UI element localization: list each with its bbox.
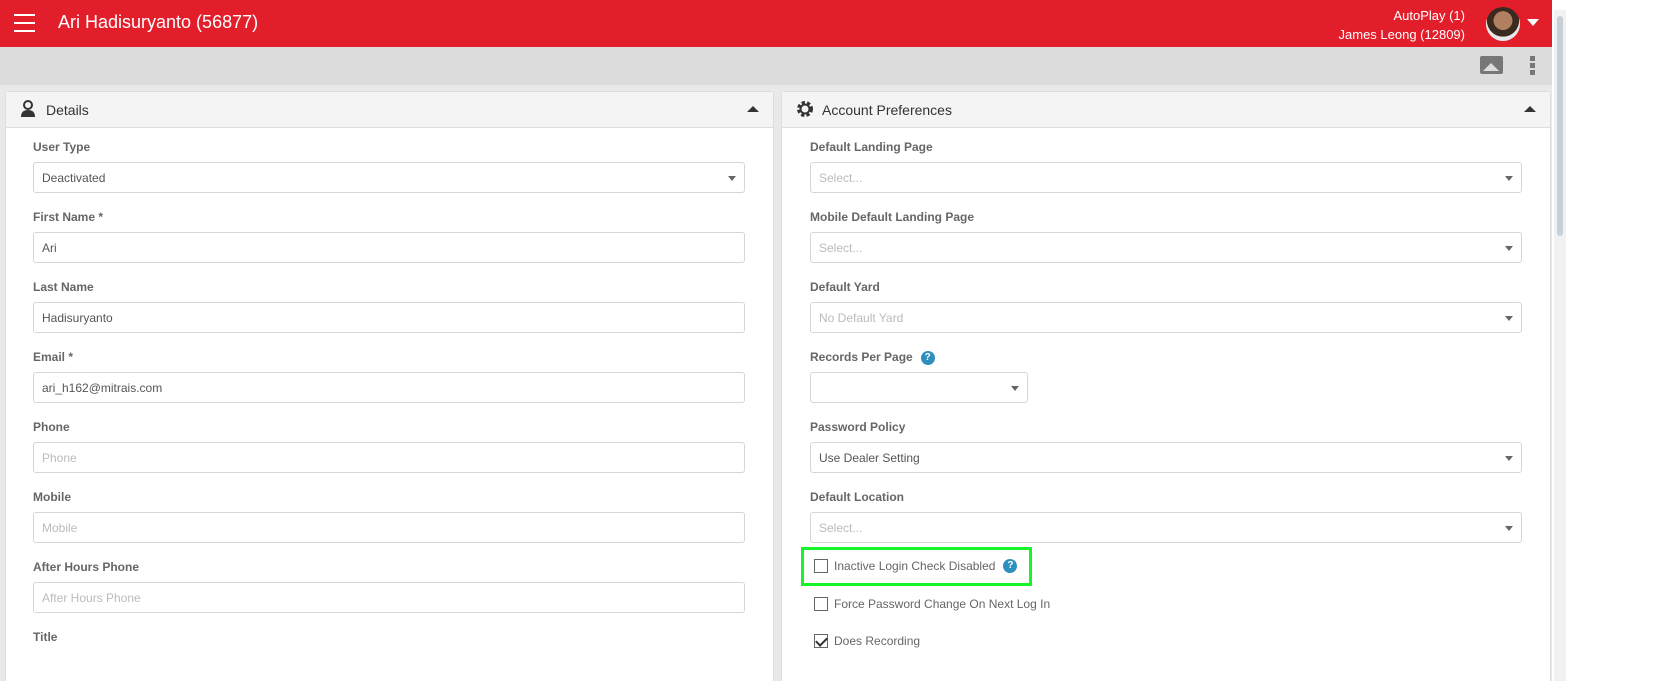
mobile-default-landing-page-select[interactable]: Select... — [810, 232, 1522, 263]
field-value: Select... — [819, 241, 863, 255]
label-text: Mobile — [33, 490, 71, 504]
label-text: Title — [33, 630, 58, 644]
more-options-icon[interactable] — [1530, 56, 1535, 77]
highlight-box — [801, 547, 1032, 586]
help-icon[interactable]: ? — [1003, 559, 1018, 573]
checkbox-label: Does Recording — [834, 634, 921, 648]
user-name: James Leong (12809) — [1338, 27, 1465, 42]
first-name-label: First Name * — [33, 210, 103, 224]
default-landing-page-select[interactable]: Select... — [810, 162, 1522, 193]
dropdown-arrow-icon — [1505, 526, 1513, 531]
gear-icon — [797, 101, 813, 117]
label-text: After Hours Phone — [33, 560, 140, 574]
hamburger-menu-icon[interactable] — [14, 14, 35, 32]
phone-label: Phone — [33, 420, 70, 434]
label-text: Default Landing Page — [810, 140, 933, 154]
does-recording-checkbox[interactable]: Does Recording — [814, 634, 920, 648]
scrollbar[interactable] — [1554, 10, 1566, 681]
field-value: Deactivated — [42, 171, 106, 185]
default-yard-label: Default Yard — [810, 280, 880, 294]
password-policy-label: Password Policy — [810, 420, 905, 434]
label-text: Password Policy — [810, 420, 906, 434]
phone-input[interactable]: Phone — [33, 442, 745, 473]
user-type-label: User Type — [33, 140, 90, 154]
first-name-input[interactable]: Ari — [33, 232, 745, 263]
default-landing-page-label: Default Landing Page — [810, 140, 933, 154]
records-per-page-label: Records Per Page? — [810, 350, 935, 365]
force-password-change-on-next-log-in-checkbox[interactable]: Force Password Change On Next Log In — [814, 596, 1051, 611]
details-title: Details — [46, 102, 89, 118]
dropdown-arrow-icon — [728, 176, 736, 181]
toolbar — [0, 47, 1552, 85]
label-text: User Type — [33, 140, 91, 154]
dropdown-arrow-icon — [1505, 246, 1513, 251]
after-hours-phone-input[interactable]: After Hours Phone — [33, 582, 745, 613]
field-value: Select... — [819, 171, 863, 185]
account-info[interactable]: AutoPlay (1) James Leong (12809) — [1339, 6, 1465, 44]
collapse-icon[interactable] — [747, 106, 759, 112]
company-name: AutoPlay (1) — [1393, 8, 1465, 23]
mobile-label: Mobile — [33, 490, 71, 504]
dropdown-arrow-icon — [1505, 316, 1513, 321]
email-input[interactable]: ari_h162@mitrais.com — [33, 372, 745, 403]
label-text: Default Yard — [810, 280, 880, 294]
collapse-icon[interactable] — [1524, 106, 1536, 112]
checkbox-icon[interactable] — [814, 559, 828, 573]
field-value: Hadisuryanto — [42, 311, 113, 325]
last-name-label: Last Name — [33, 280, 94, 294]
title-label: Title — [33, 630, 57, 644]
account-preferences-header[interactable]: Account Preferences — [782, 92, 1550, 128]
user-type-select[interactable]: Deactivated — [33, 162, 745, 193]
field-value: ari_h162@mitrais.com — [42, 381, 163, 395]
image-icon[interactable] — [1480, 56, 1503, 74]
after-hours-phone-label: After Hours Phone — [33, 560, 139, 574]
checkbox-label: Inactive Login Check Disabled — [834, 559, 996, 573]
email-label: Email * — [33, 350, 73, 364]
chevron-down-icon[interactable] — [1527, 19, 1539, 26]
field-value: Ari — [42, 241, 57, 255]
mobile-input[interactable]: Mobile — [33, 512, 745, 543]
help-icon[interactable]: ? — [920, 350, 935, 365]
account-preferences-panel: Account Preferences — [781, 91, 1551, 681]
avatar[interactable] — [1486, 7, 1520, 41]
page-title: Ari Hadisuryanto (56877) — [58, 12, 259, 32]
dropdown-arrow-icon — [1011, 386, 1019, 391]
dropdown-arrow-icon — [1505, 456, 1513, 461]
label-text: Default Location — [810, 490, 905, 504]
inactive-login-check-disabled-checkbox[interactable]: Inactive Login Check Disabled? — [814, 559, 1018, 573]
label-text: Last Name — [33, 280, 94, 294]
label-text: Records Per Page — [810, 350, 913, 364]
user-icon — [21, 100, 35, 117]
app: Ari Hadisuryanto (56877) AutoPlay (1) Ja… — [0, 0, 1552, 681]
field-value: After Hours Phone — [42, 591, 141, 605]
checkbox-label: Force Password Change On Next Log In — [834, 596, 1051, 611]
field-value: Phone — [42, 451, 77, 465]
records-per-page-select[interactable] — [810, 372, 1028, 403]
password-policy-select[interactable]: Use Dealer Setting — [810, 442, 1522, 473]
top-bar: Ari Hadisuryanto (56877) AutoPlay (1) Ja… — [0, 0, 1552, 47]
field-value: Mobile — [42, 521, 78, 535]
default-location-label: Default Location — [810, 490, 904, 504]
dropdown-arrow-icon — [1505, 176, 1513, 181]
label-text: First Name * — [33, 210, 104, 224]
default-location-select[interactable]: Select... — [810, 512, 1522, 543]
label-text: Email * — [33, 350, 74, 364]
field-value: Use Dealer Setting — [819, 451, 920, 465]
details-header[interactable]: Details — [6, 92, 773, 128]
checkbox-icon[interactable] — [814, 634, 828, 648]
default-yard-select[interactable]: No Default Yard — [810, 302, 1522, 333]
checkbox-icon[interactable] — [814, 596, 828, 611]
label-text: Phone — [33, 420, 70, 434]
field-value: Select... — [819, 521, 863, 535]
field-value: No Default Yard — [819, 311, 904, 325]
last-name-input[interactable]: Hadisuryanto — [33, 302, 745, 333]
mobile-default-landing-page-label: Mobile Default Landing Page — [810, 210, 974, 224]
account-preferences-title: Account Preferences — [822, 102, 952, 118]
label-text: Mobile Default Landing Page — [810, 210, 975, 224]
